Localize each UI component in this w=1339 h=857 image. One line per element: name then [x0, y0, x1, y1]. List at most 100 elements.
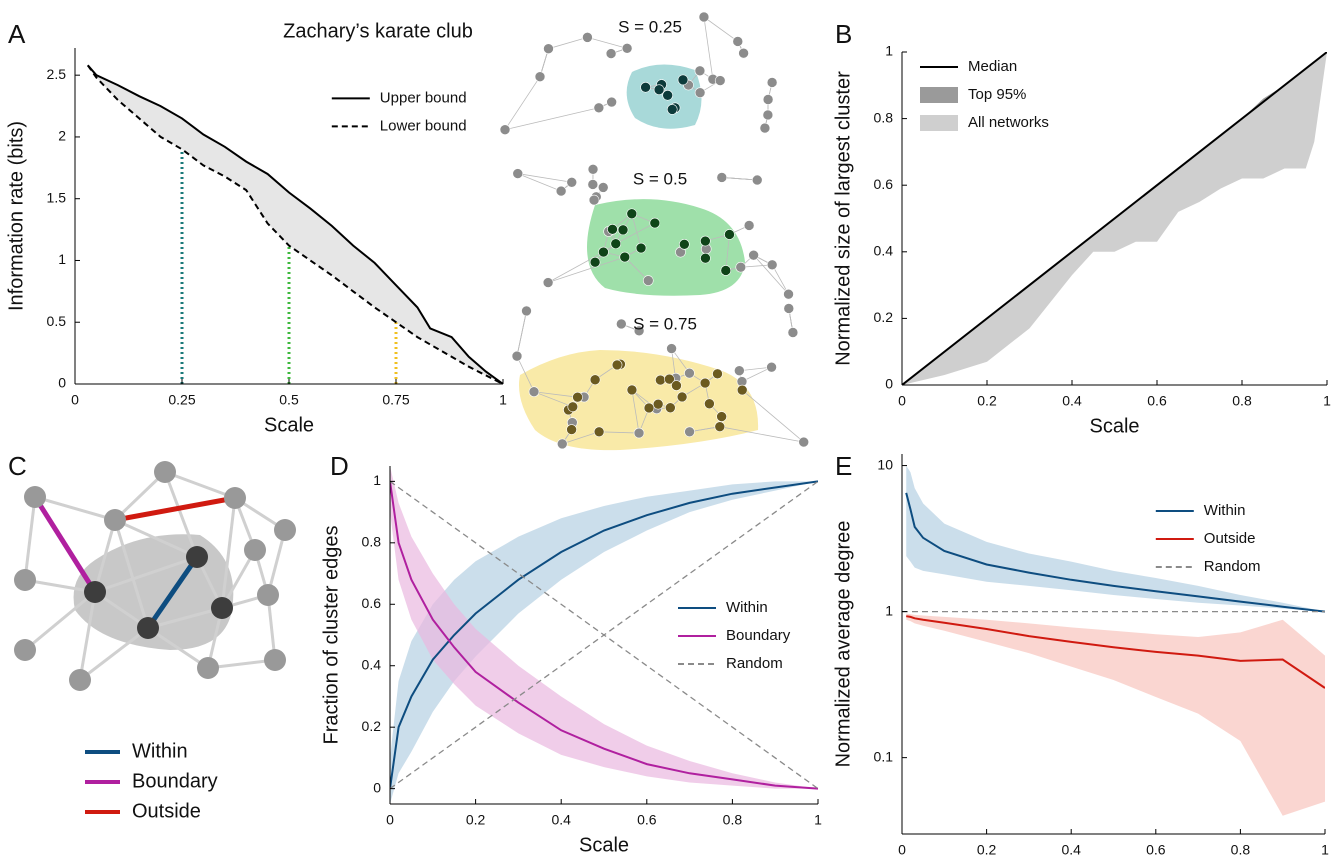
network-node: [572, 391, 583, 403]
y-tick-label: 0: [58, 375, 66, 391]
annotation: S = 0.75: [633, 314, 697, 333]
network-node: [743, 220, 755, 231]
x-tick-label: 0.2: [466, 812, 486, 828]
network-edge: [721, 177, 758, 181]
legend-swatch: [920, 87, 958, 103]
x-tick-label: 0.2: [977, 842, 997, 857]
network-node: [543, 43, 554, 54]
y-tick-label: 1: [373, 472, 381, 488]
network-node: [649, 217, 661, 229]
network-node: [712, 368, 723, 380]
legend-label: Outside: [1204, 530, 1256, 547]
network-node: [511, 350, 523, 362]
highlight-edge: [32, 495, 98, 594]
y-tick-label: 1: [58, 251, 66, 267]
network-diagram: C Within Boundary Outside: [8, 451, 296, 822]
legend-label: Median: [968, 58, 1017, 75]
network-node: [211, 597, 233, 619]
x-tick-label: 0.6: [1147, 393, 1167, 409]
network-node: [652, 398, 664, 410]
y-tick-label: 0: [373, 779, 381, 795]
network-insets: S = 0.25 S = 0.5 S = 0.75: [499, 11, 810, 451]
network-node: [512, 168, 524, 179]
y-tick-label: 0.6: [874, 176, 894, 192]
y-tick-label: 0.2: [362, 718, 382, 734]
annotation: S = 0.25: [618, 17, 682, 36]
band: [906, 613, 1325, 816]
network-edge: [516, 355, 535, 392]
network-node: [783, 303, 795, 314]
network-node: [720, 265, 732, 276]
network-node: [694, 65, 706, 77]
network-node: [640, 81, 651, 93]
x-tick-label: 1: [1323, 393, 1331, 409]
network-edge: [266, 529, 287, 596]
y-tick-label: 0.8: [362, 534, 382, 550]
y-axis-label: Fraction of cluster edges: [320, 526, 342, 745]
network-node: [694, 87, 706, 98]
network-edge: [703, 16, 714, 80]
network-edge: [587, 36, 628, 49]
network-node: [714, 421, 726, 432]
network-edge: [631, 389, 640, 434]
network-node: [186, 546, 208, 568]
network-node: [589, 256, 601, 268]
network-node: [666, 343, 677, 354]
plot-area: [902, 52, 1327, 385]
network-node: [783, 288, 794, 300]
network-node: [676, 391, 688, 403]
network-edge: [147, 606, 223, 630]
y-tick-label: 2.5: [47, 66, 67, 82]
network-edge: [719, 426, 804, 443]
network-edge: [615, 222, 656, 245]
y-tick-label: 1.5: [47, 189, 67, 205]
network-edge: [703, 16, 739, 42]
network-node: [704, 398, 715, 410]
network-node: [626, 208, 638, 220]
network-edge: [78, 591, 97, 681]
x-tick-label: 0.6: [637, 812, 657, 828]
network-node: [499, 124, 511, 135]
x-tick-label: 0: [386, 812, 394, 828]
y-tick-label: 0.4: [362, 656, 382, 672]
network-node: [635, 242, 647, 254]
y-tick-label: 0.8: [874, 109, 894, 125]
network-edge: [23, 496, 37, 581]
network-node: [587, 179, 599, 190]
legend-label: Boundary: [132, 770, 218, 792]
x-tick-label: 0: [898, 393, 906, 409]
network-node: [653, 84, 665, 96]
network-edge: [517, 173, 562, 192]
line: [902, 52, 1327, 385]
network-node: [714, 75, 726, 86]
x-tick-label: 0.8: [1232, 393, 1252, 409]
y-axis-label: Normalized size of largest cluster: [832, 71, 854, 366]
x-tick-label: 0: [898, 842, 906, 857]
network-node: [626, 384, 638, 396]
network-edge: [533, 391, 573, 408]
network-edge: [114, 518, 198, 559]
network-node: [14, 639, 36, 661]
network-edge: [113, 470, 167, 522]
network-node: [587, 164, 599, 175]
network-node: [736, 384, 748, 396]
network-edge: [94, 555, 198, 594]
x-tick-label: 0.6: [1146, 842, 1166, 857]
network-node: [24, 486, 46, 508]
band: [390, 466, 818, 789]
x-tick-label: 0.5: [279, 392, 299, 408]
network-edge: [24, 590, 96, 652]
network-node: [611, 359, 623, 371]
network-node: [619, 251, 631, 263]
network-node: [759, 122, 771, 134]
network-node: [534, 71, 546, 82]
x-tick-label: 0.8: [1231, 842, 1251, 857]
highlight-edge: [145, 555, 200, 630]
panel-label: E: [835, 451, 852, 481]
network-node: [724, 229, 735, 240]
network-node: [104, 509, 126, 531]
network-node: [521, 305, 532, 317]
network-node: [716, 411, 727, 422]
network-node: [244, 539, 266, 561]
network-node: [699, 377, 711, 389]
